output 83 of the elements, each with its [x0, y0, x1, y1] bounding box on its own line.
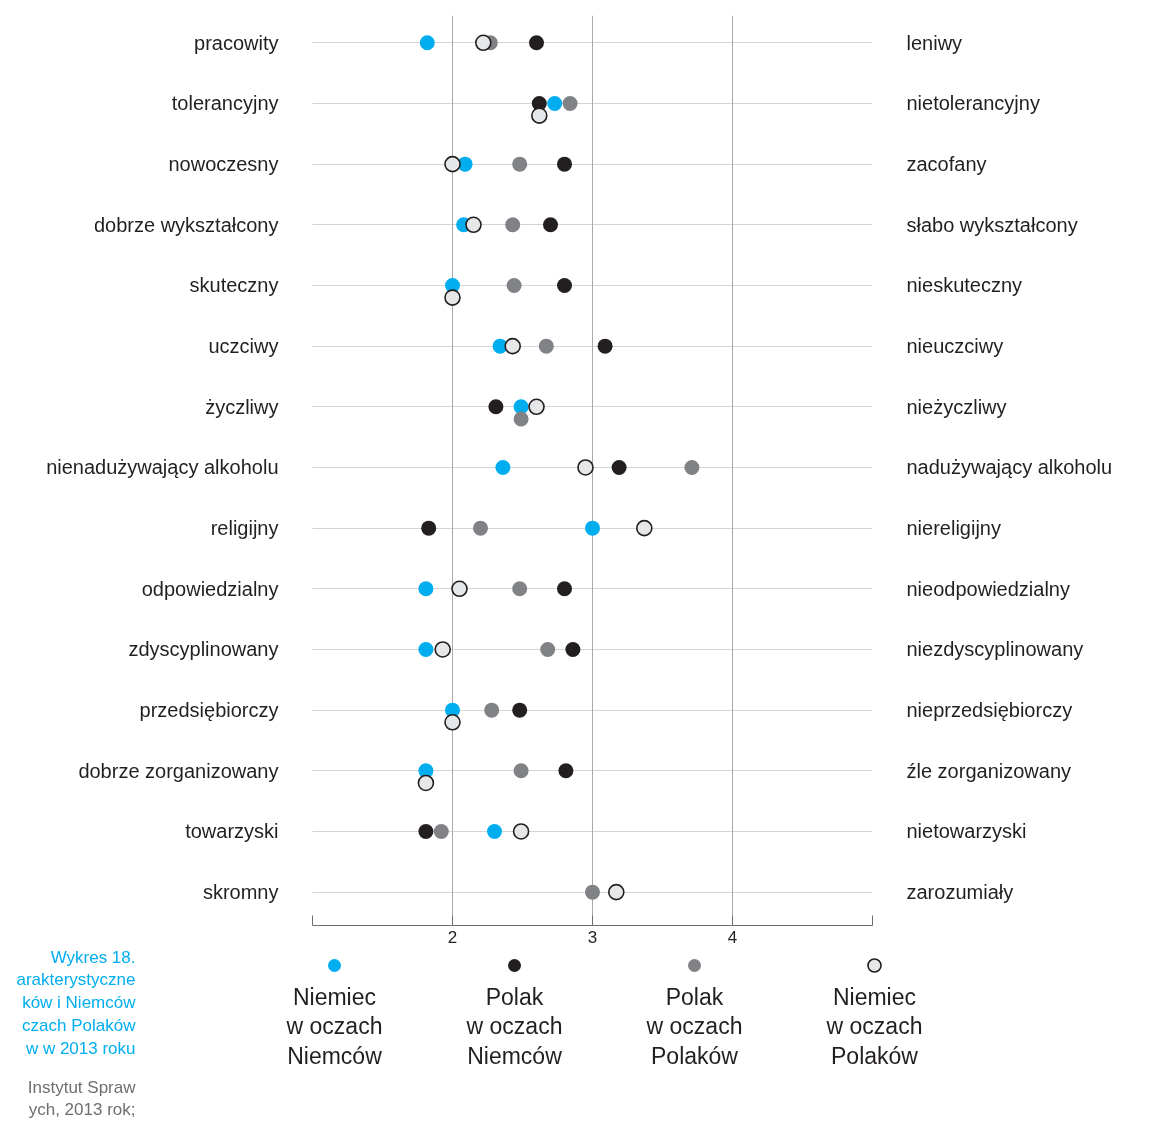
point	[577, 459, 594, 476]
y-tick-label: dobrze zorganizowany	[78, 759, 279, 782]
point	[512, 702, 528, 718]
point	[504, 337, 521, 355]
y2-tick-label: nieżyczliwy	[906, 395, 1007, 418]
point	[419, 35, 435, 51]
y2-tick-label: nietowarzyski	[906, 820, 1027, 843]
point	[557, 581, 572, 597]
point	[421, 520, 437, 536]
x-tick-label: 2	[447, 927, 458, 947]
point	[597, 338, 613, 354]
y-tick-label: skuteczny	[189, 274, 279, 297]
point	[451, 580, 468, 598]
point	[512, 823, 530, 840]
y-tick-label: nienadużywający alkoholu	[46, 456, 279, 479]
y-tick-label: przedsiębiorczy	[139, 699, 279, 722]
point	[495, 459, 511, 475]
y-tick-label: towarzyski	[185, 820, 279, 843]
x-tick-label: 4	[727, 927, 738, 947]
y-tick-label: skromny	[202, 881, 279, 904]
y2-tick-label: nadużywający alkoholu	[906, 456, 1113, 479]
y-tick-label: odpowiedzialny	[141, 577, 279, 600]
y2-tick-label: nietolerancyjny	[906, 92, 1040, 115]
point	[585, 884, 600, 900]
text: Instytut Spraw ych, 2013 rok;	[27, 1077, 137, 1120]
y-tick-label: dobrze wykształcony	[93, 213, 279, 236]
point	[528, 398, 545, 416]
point	[565, 641, 581, 657]
y2-tick-label: zacofany	[906, 153, 987, 176]
point	[636, 519, 653, 537]
y2-tick-label: niezdyscyplinowany	[906, 638, 1084, 661]
point	[562, 95, 578, 111]
point	[475, 34, 492, 52]
point	[484, 702, 500, 718]
point	[684, 459, 700, 475]
y2-tick-label: nieodpowiedzialny	[906, 577, 1070, 600]
y2-tick-label: słabo wykształcony	[906, 213, 1078, 236]
y-tick-label: religijny	[210, 517, 279, 540]
point	[538, 338, 554, 354]
legend-label: Polak w oczach Niemców	[465, 983, 563, 1070]
y2-tick-label: leniwy	[906, 31, 963, 54]
point	[506, 277, 522, 293]
legend-label: Niemiec w oczach Niemców	[285, 983, 383, 1070]
point	[488, 399, 504, 415]
y2-tick-label: nieskuteczny	[906, 274, 1023, 297]
y-tick-label: nowoczesny	[168, 153, 279, 176]
point	[473, 520, 488, 536]
point	[444, 155, 461, 173]
y2-tick-label: zarozumiały	[906, 881, 1014, 904]
point	[557, 277, 572, 293]
point	[418, 641, 434, 657]
point	[543, 217, 558, 233]
point	[529, 35, 544, 51]
y2-tick-label: źle zorganizowany	[906, 759, 1072, 782]
y-tick-label: zdyscyplinowany	[128, 638, 279, 661]
point	[434, 641, 451, 658]
point	[505, 217, 521, 233]
y-tick-label: życzliwy	[205, 395, 279, 418]
point	[557, 156, 572, 172]
text: Wykres 18. arakterystyczne ków i Niemców czach Polaków w w 2013 roku	[16, 947, 137, 1058]
point	[540, 641, 556, 657]
point	[611, 459, 627, 475]
point	[433, 823, 449, 839]
point	[585, 520, 600, 536]
point	[558, 763, 574, 779]
point	[512, 156, 528, 172]
y-tick-label: tolerancyjny	[171, 92, 279, 115]
y2-tick-label: nieuczciwy	[906, 335, 1004, 358]
y-tick-label: pracowity	[194, 31, 279, 54]
y2-tick-label: niereligijny	[906, 517, 1001, 540]
legend-label: Polak w oczach Polaków	[645, 983, 743, 1070]
point	[418, 823, 434, 839]
point	[513, 763, 529, 779]
point	[418, 581, 434, 597]
point	[487, 823, 502, 839]
point	[608, 883, 625, 901]
legend-label: Niemiec w oczach Polaków	[825, 983, 923, 1070]
point	[547, 95, 563, 111]
y2-tick-label: nieprzedsiębiorczy	[906, 699, 1073, 722]
x-tick-label: 3	[587, 927, 598, 947]
y-tick-label: uczciwy	[208, 335, 279, 358]
point	[512, 581, 528, 597]
point	[465, 216, 482, 234]
